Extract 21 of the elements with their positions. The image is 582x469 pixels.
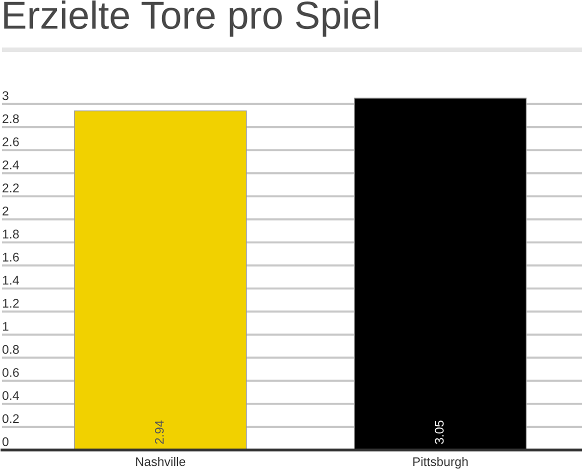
y-tick-label: 3: [2, 91, 8, 100]
y-tick-label: 1.6: [2, 252, 19, 262]
y-tick-label: 2.6: [2, 137, 19, 146]
y-tick-label: 2.2: [2, 184, 19, 192]
y-tick-label: 0.2: [2, 414, 19, 424]
y-tick-label: 0.6: [2, 368, 19, 377]
x-tick-label: Nashville: [136, 456, 186, 466]
y-tick-label: 1.8: [2, 230, 19, 239]
y-tick-label: 0.4: [2, 391, 20, 400]
y-tick-label: 2.4: [2, 160, 20, 170]
data-label: 3.05: [434, 420, 444, 444]
y-tick-label: 0.8: [2, 345, 19, 354]
x-tick-label: Pittsburgh: [413, 456, 468, 469]
y-tick-label: 1: [2, 322, 8, 331]
data-label: 2.94: [154, 420, 164, 444]
y-tick-label: 0: [2, 437, 8, 446]
y-tick-label: 2.8: [2, 114, 19, 124]
chart-title: Erzielte Tore pro Spiel: [4, 0, 378, 37]
y-tick-label: 1.4: [2, 276, 20, 285]
y-tick-label: 1.2: [2, 298, 19, 308]
y-tick-label: 2: [2, 206, 8, 216]
